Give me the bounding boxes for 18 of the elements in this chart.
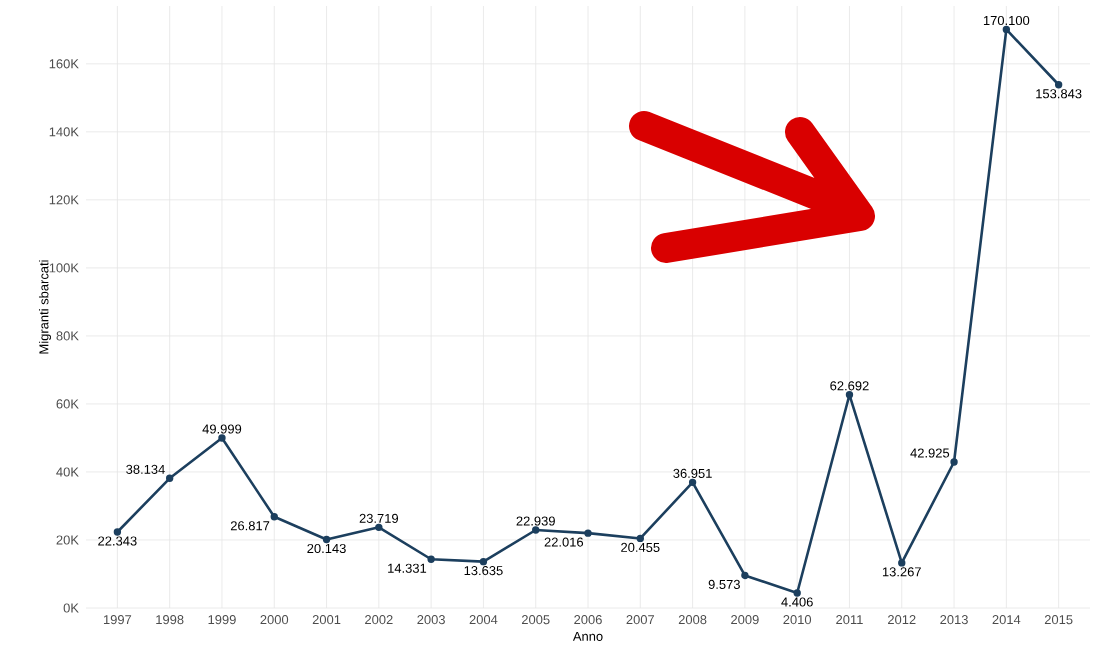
point (165, 474, 174, 482)
point (479, 557, 488, 566)
point (584, 529, 592, 537)
point (845, 391, 854, 399)
point (427, 555, 435, 563)
point (688, 478, 697, 487)
point (532, 526, 540, 534)
point (270, 513, 278, 521)
point (218, 434, 226, 442)
point (793, 589, 801, 597)
point (950, 458, 958, 466)
point (1002, 25, 1011, 34)
point (898, 559, 906, 567)
point (375, 523, 383, 532)
point (113, 528, 122, 536)
point (322, 535, 331, 544)
point (1054, 81, 1063, 89)
point (741, 571, 749, 580)
